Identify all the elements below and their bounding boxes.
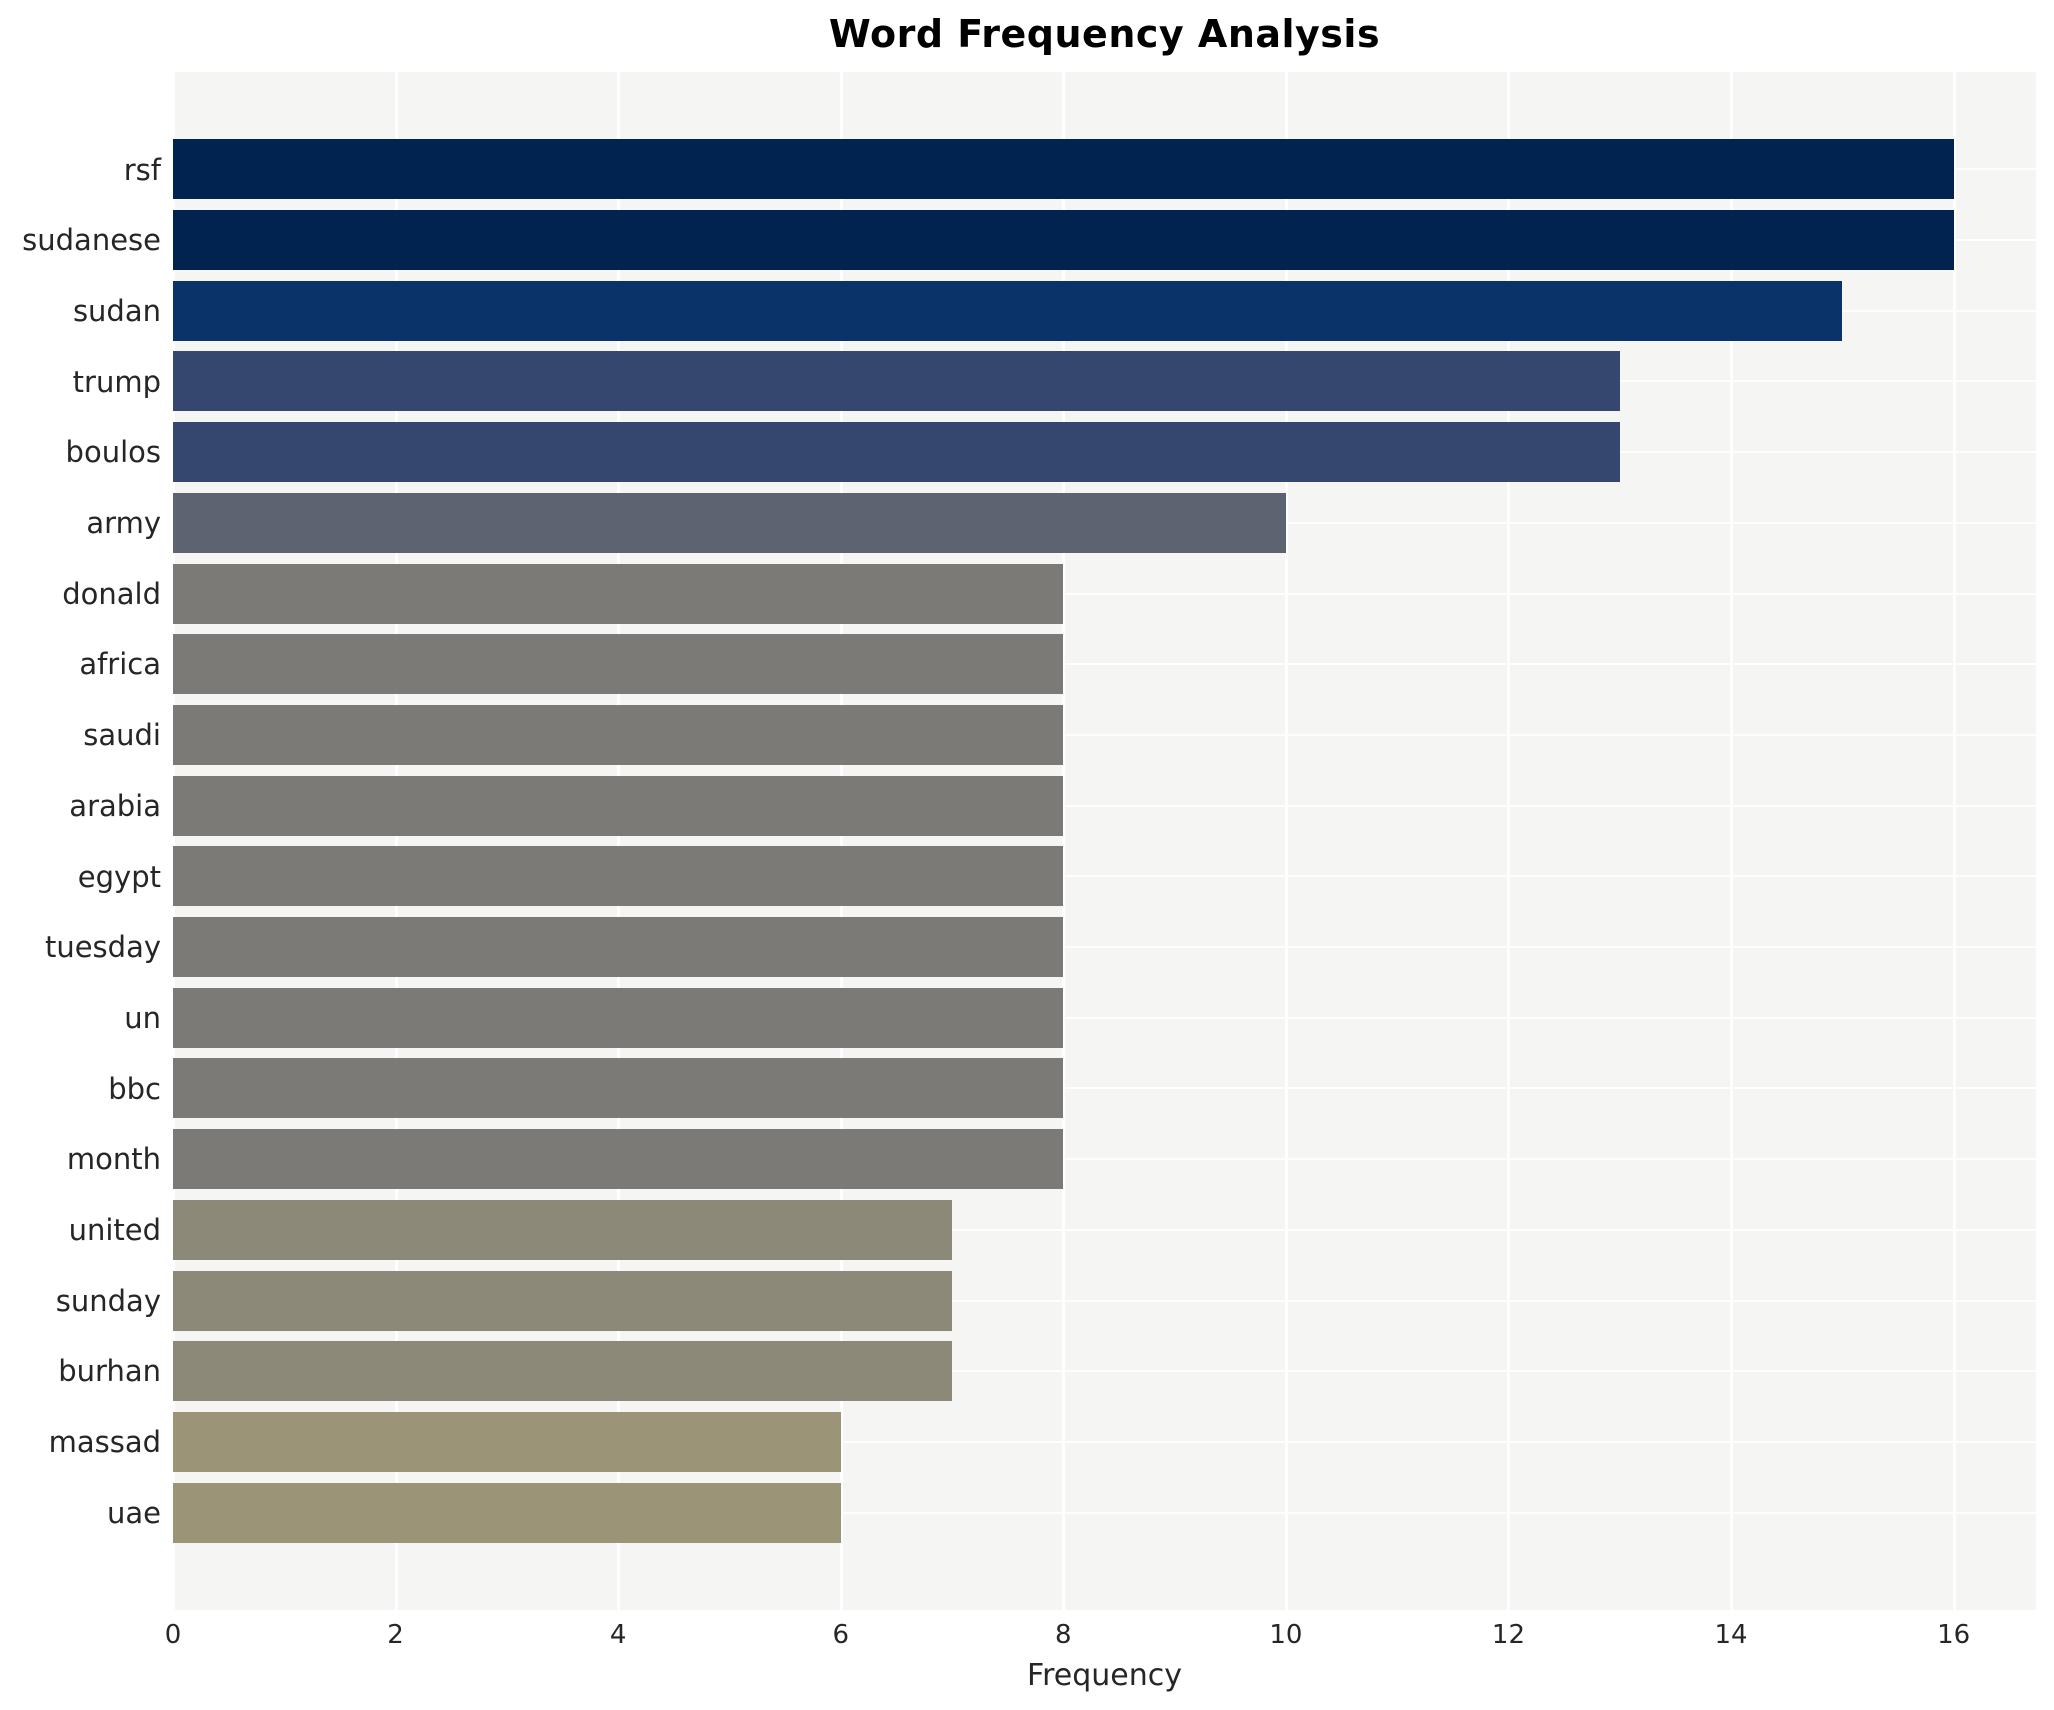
x-tick-label-6: 6 (832, 1620, 850, 1650)
gridline-y-united (173, 1228, 2036, 1231)
y-tick-label-tuesday: tuesday (44, 930, 161, 965)
gridline-x-0 (172, 72, 175, 1610)
bar-month (173, 1129, 1064, 1190)
bar-saudi (173, 704, 1064, 765)
bar-egypt (173, 846, 1064, 907)
gridline-x-2 (394, 72, 398, 1610)
gridline-y-egypt (173, 875, 2036, 878)
x-tick-label-8: 8 (1055, 1620, 1072, 1650)
y-tick-label-arabia: arabia (69, 788, 161, 823)
gridline-y-month (173, 1158, 2036, 1161)
y-tick-label-un: un (124, 1000, 161, 1035)
x-tick-label-0: 0 (164, 1620, 182, 1650)
gridline-y-burhan (173, 1370, 2036, 1373)
x-tick-label-2: 2 (387, 1620, 404, 1650)
y-tick-label-sunday: sunday (55, 1283, 161, 1318)
x-tick-label-12: 12 (1491, 1620, 1526, 1650)
x-axis-title: Frequency (1027, 1658, 1182, 1693)
x-tick-label-14: 14 (1714, 1620, 1748, 1650)
bar-sudan (173, 280, 1843, 341)
gridline-x-10 (1284, 72, 1288, 1610)
y-tick-label-sudanese: sudanese (22, 223, 161, 258)
bar-rsf (173, 139, 1954, 200)
bar-arabia (173, 775, 1064, 836)
y-tick-label-donald: donald (62, 576, 161, 611)
gridline-x-14 (1730, 72, 1734, 1610)
y-tick-label-africa: africa (79, 647, 161, 682)
y-tick-label-boulos: boulos (65, 435, 161, 470)
y-tick-label-uae: uae (107, 1495, 161, 1530)
bar-united (173, 1199, 953, 1260)
gridline-y-bbc (173, 1087, 2036, 1090)
y-tick-label-sudan: sudan (72, 293, 161, 328)
bar-un (173, 987, 1064, 1048)
gridline-x-8 (1062, 72, 1066, 1610)
chart-title: Word Frequency Analysis (828, 12, 1381, 56)
gridline-y-donald (173, 592, 2036, 595)
x-axis-ticks: 0 2 4 6 8 10 12 14 16 (165, 1620, 2036, 1660)
y-tick-label-month: month (66, 1142, 161, 1177)
gridline-y-massad (173, 1440, 2036, 1443)
bar-trump (173, 351, 1620, 412)
gridline-y-saudi (173, 733, 2036, 736)
gridline-x-6 (839, 72, 843, 1610)
bar-bbc (173, 1058, 1064, 1119)
gridline-x-16 (1952, 72, 1956, 1610)
plot-area (172, 72, 2036, 1610)
gridline-y-arabia (173, 804, 2036, 807)
gridline-y-uae (173, 1511, 2036, 1514)
y-tick-label-saudi: saudi (83, 718, 161, 753)
gridline-y-tuesday (173, 946, 2036, 949)
y-tick-label-united: united (68, 1213, 161, 1247)
bar-burhan (173, 1341, 953, 1402)
bar-africa (173, 634, 1064, 695)
y-tick-label-egypt: egypt (77, 859, 161, 894)
bar-tuesday (173, 917, 1064, 978)
x-tick-label-4: 4 (609, 1620, 627, 1650)
bar-sunday (173, 1270, 953, 1331)
bar-boulos (173, 422, 1620, 483)
y-tick-label-bbc: bbc (108, 1071, 161, 1106)
y-tick-label-massad: massad (48, 1425, 161, 1460)
gridline-x-12 (1507, 72, 1511, 1610)
x-tick-label-10: 10 (1269, 1620, 1303, 1650)
gridline-y-africa (173, 663, 2036, 666)
x-tick-label-16: 16 (1937, 1620, 1971, 1650)
bar-sudanese (173, 210, 1954, 271)
gridline-y-sunday (173, 1299, 2036, 1302)
y-axis-labels: rsf sudanese sudan trump boulos army donald afr… (0, 72, 161, 1610)
bar-massad (173, 1411, 841, 1472)
bar-donald (173, 563, 1064, 624)
y-tick-label-rsf: rsf (123, 152, 161, 187)
bar-uae (173, 1482, 841, 1543)
gridline-x-4 (617, 72, 621, 1610)
y-tick-label-army: army (86, 506, 161, 540)
y-tick-label-burhan: burhan (58, 1354, 161, 1389)
bar-army (173, 492, 1286, 553)
gridline-y-un (173, 1016, 2036, 1019)
y-tick-label-trump: trump (72, 364, 161, 399)
